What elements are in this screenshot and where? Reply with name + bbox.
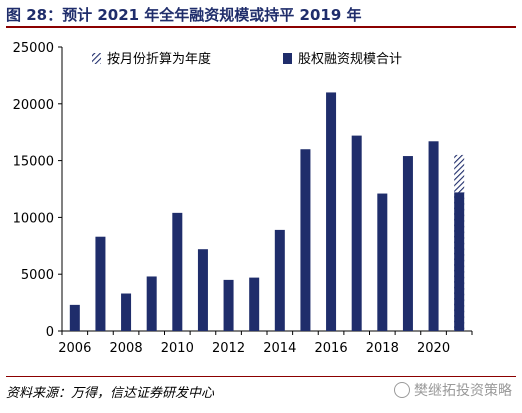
x-tick-label: 2010: [161, 341, 194, 356]
bar-equity-financing: [69, 304, 80, 331]
bar-equity-financing: [377, 193, 388, 331]
x-tick-label: 2012: [212, 341, 245, 356]
legend-annualized-swatch: [92, 53, 101, 64]
y-tick-label: 0: [46, 325, 54, 340]
x-tick-label: 2016: [315, 341, 348, 356]
title-rule: [6, 26, 516, 28]
bar-equity-financing: [172, 212, 183, 331]
bar-equity-financing: [454, 192, 465, 331]
source-note: 资料来源：万得，信达证券研发中心: [6, 386, 215, 401]
bar-equity-financing: [300, 149, 311, 331]
x-tick-label: 2014: [263, 341, 296, 356]
bar-equity-financing: [197, 249, 208, 331]
x-tick-label: 2020: [417, 341, 450, 356]
x-tick-label: 2006: [58, 341, 91, 356]
watermark: 樊继拓投资策略: [394, 380, 512, 400]
bar-equity-financing: [95, 236, 106, 331]
bar-equity-financing: [402, 156, 413, 331]
figure-title: 图 28：预计 2021 年全年融资规模或持平 2019 年: [6, 6, 362, 24]
y-tick-label: 5000: [21, 268, 54, 283]
watermark-text: 樊继拓投资策略: [414, 383, 512, 399]
y-tick-label: 10000: [13, 211, 54, 226]
y-tick-label: 20000: [13, 98, 54, 113]
x-tick-label: 2018: [366, 341, 399, 356]
y-tick-label: 25000: [13, 41, 54, 56]
legend-equity-financing-label: 股权融资规模合计: [298, 51, 402, 67]
bar-equity-financing: [223, 279, 234, 331]
bar-chart: 0 5000 10000 15000 20000 25000 2006 2008 2010 201…: [13, 41, 473, 356]
bar-equity-financing: [146, 276, 157, 331]
bar-equity-financing: [351, 135, 362, 331]
wechat-icon: [394, 382, 410, 398]
legend-annualized-label: 按月份折算为年度: [107, 51, 211, 67]
y-tick-label: 15000: [13, 155, 54, 170]
x-tick-label: 2008: [110, 341, 143, 356]
bar-equity-financing: [249, 277, 260, 331]
legend-equity-financing-swatch: [283, 53, 292, 64]
bar-equity-financing: [326, 92, 337, 331]
bar-equity-financing: [428, 141, 439, 331]
bar-equity-financing: [121, 293, 132, 331]
bar-equity-financing: [274, 229, 285, 331]
footer-rule: [6, 376, 516, 377]
